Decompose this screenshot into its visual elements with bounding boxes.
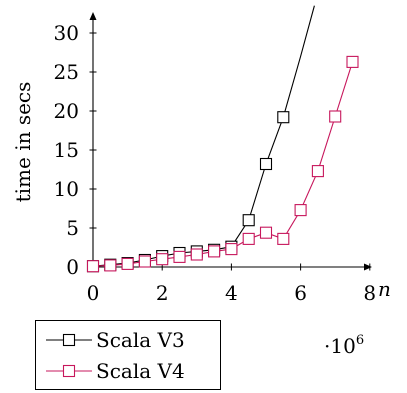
data-point [311, 165, 324, 178]
data-point [104, 259, 117, 272]
y-axis-label: time in secs [11, 82, 35, 203]
y-tick-label: 25 [54, 60, 79, 84]
data-point [190, 248, 203, 261]
data-point [277, 111, 290, 124]
data-point [329, 110, 342, 123]
data-point [86, 260, 100, 273]
legend-entry-scala-v3: Scala V3 [44, 325, 185, 355]
data-point [242, 232, 255, 245]
series-scala-v4 [86, 55, 359, 273]
data-point [277, 232, 290, 245]
x-tick-label: 8 [363, 281, 376, 305]
x-tick-label: 6 [294, 281, 307, 305]
y-tick-group: 0 5 10 15 20 25 30 [54, 21, 97, 279]
series-line [92, 5, 315, 267]
x-tick-label: 0 [87, 281, 100, 305]
data-point [138, 255, 151, 268]
legend: Scala V3 Scala V4 [35, 320, 221, 390]
legend-marker-magenta-square [46, 364, 92, 378]
data-point [259, 157, 273, 171]
y-axis-arrow [89, 12, 97, 20]
x-axis-multiplier: ·106 [324, 333, 364, 358]
legend-label: Scala V3 [96, 328, 185, 352]
data-point [294, 204, 307, 217]
x-tick-label: 2 [156, 281, 169, 305]
data-point [173, 250, 186, 263]
y-tick-label: 30 [54, 21, 79, 45]
data-point [208, 245, 221, 258]
data-point [121, 257, 134, 270]
data-point [156, 253, 169, 266]
x-tick-label: 4 [225, 281, 238, 305]
multiplier-exponent: 6 [355, 333, 365, 348]
legend-label: Scala V4 [96, 359, 185, 383]
data-point [242, 214, 255, 227]
y-tick-label: 20 [54, 99, 79, 123]
data-point [259, 226, 273, 239]
series-layer [86, 5, 359, 273]
data-point [346, 55, 359, 68]
x-axis-arrow [364, 263, 372, 271]
y-tick-label: 10 [54, 177, 79, 201]
series-scala-v3 [86, 5, 315, 273]
legend-marker-black-square [46, 333, 92, 347]
y-tick-label: 5 [66, 216, 79, 240]
y-tick-label: 0 [66, 255, 79, 279]
y-tick-label: 15 [54, 138, 79, 162]
multiplier-base: ·10 [324, 334, 356, 358]
line-chart: 0 2 4 6 8 0 5 10 15 20 25 30 time in secs n [11, 5, 391, 305]
x-tick-group: 0 2 4 6 8 [87, 263, 376, 305]
data-point [225, 243, 238, 256]
axes [89, 12, 372, 271]
x-axis-label: n [378, 277, 391, 301]
legend-entry-scala-v4: Scala V4 [44, 356, 185, 386]
series-line [92, 61, 354, 267]
